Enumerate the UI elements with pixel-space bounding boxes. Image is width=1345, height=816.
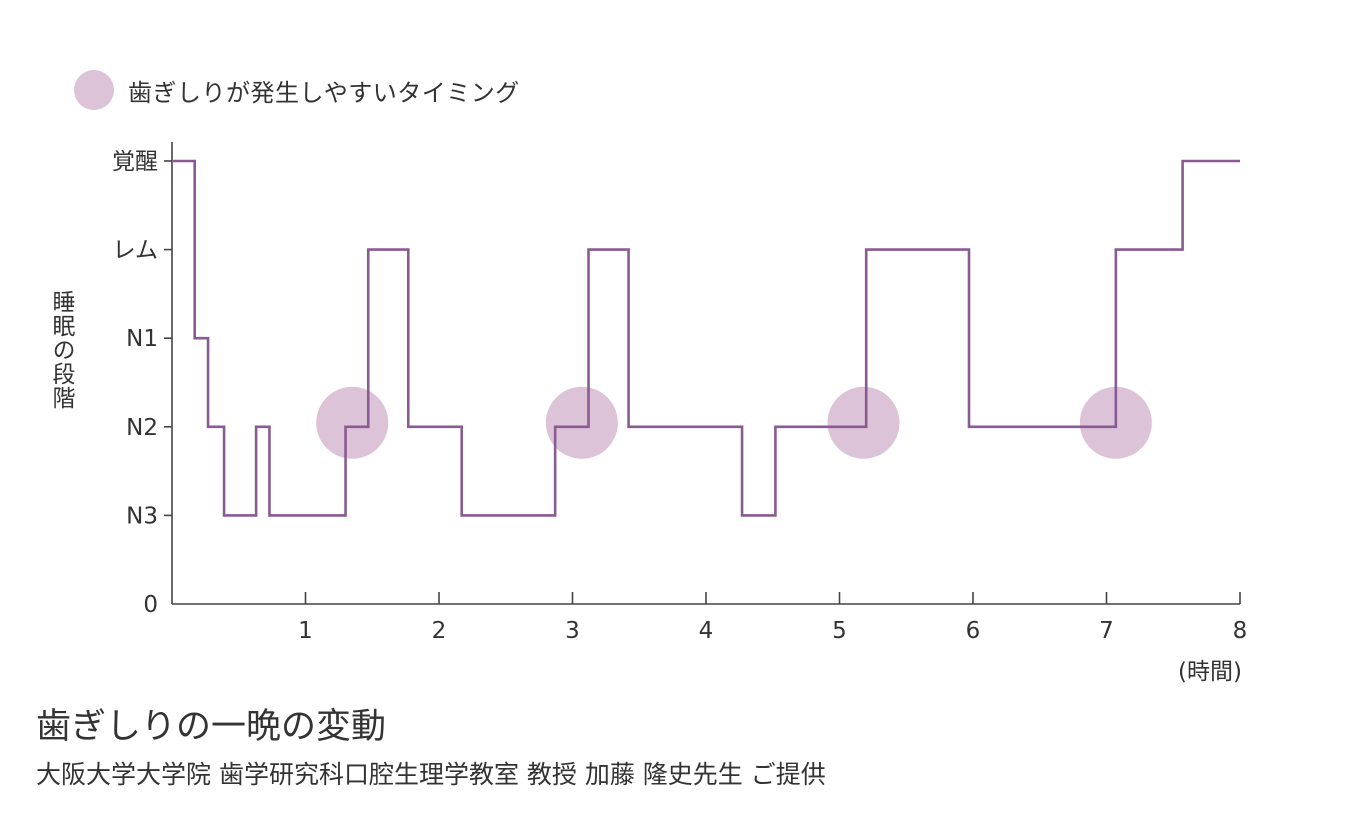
x-tick-label: 6 (966, 618, 981, 644)
y-axis-label: 睡眠の段階 (48, 290, 74, 410)
x-tick-label: 4 (699, 618, 714, 644)
axes-layer: 0 N3 N2 N1 レム 覚醒 1 2 3 4 5 6 7 8 (112, 142, 1247, 644)
x-tick-label: 2 (432, 618, 447, 644)
x-axis-unit: (時間) (1178, 659, 1242, 685)
y-tick-label: レム (112, 238, 158, 264)
y-tick-label: N3 (126, 503, 158, 529)
x-tick-label: 3 (565, 618, 580, 644)
bruxism-marker-1 (316, 386, 389, 459)
legend-label: 歯ぎしりが発生しやすいタイミング (128, 78, 520, 107)
y-tick-label: N1 (126, 326, 158, 352)
y-tick-label: 0 (143, 592, 158, 618)
sleep-stage-line (172, 159, 1240, 517)
legend: 歯ぎしりが発生しやすいタイミング (74, 70, 520, 110)
y-tick-label: 覚醒 (112, 149, 158, 175)
x-tick-label: 1 (298, 618, 313, 644)
caption-title: 歯ぎしりの一晩の変動 (36, 707, 387, 747)
x-tick-label: 7 (1099, 618, 1114, 644)
markers-layer (316, 386, 1152, 459)
x-tick-label: 5 (832, 618, 847, 644)
y-tick-label: N2 (126, 415, 158, 441)
caption-credit: 大阪大学大学院 歯学研究科口腔生理学教室 教授 加藤 隆史先生 ご提供 (36, 760, 826, 789)
line-layer (172, 159, 1240, 517)
bruxism-marker-3 (827, 386, 900, 459)
x-tick-label: 8 (1233, 618, 1248, 644)
legend-marker (74, 70, 114, 110)
bruxism-marker-2 (545, 386, 618, 459)
